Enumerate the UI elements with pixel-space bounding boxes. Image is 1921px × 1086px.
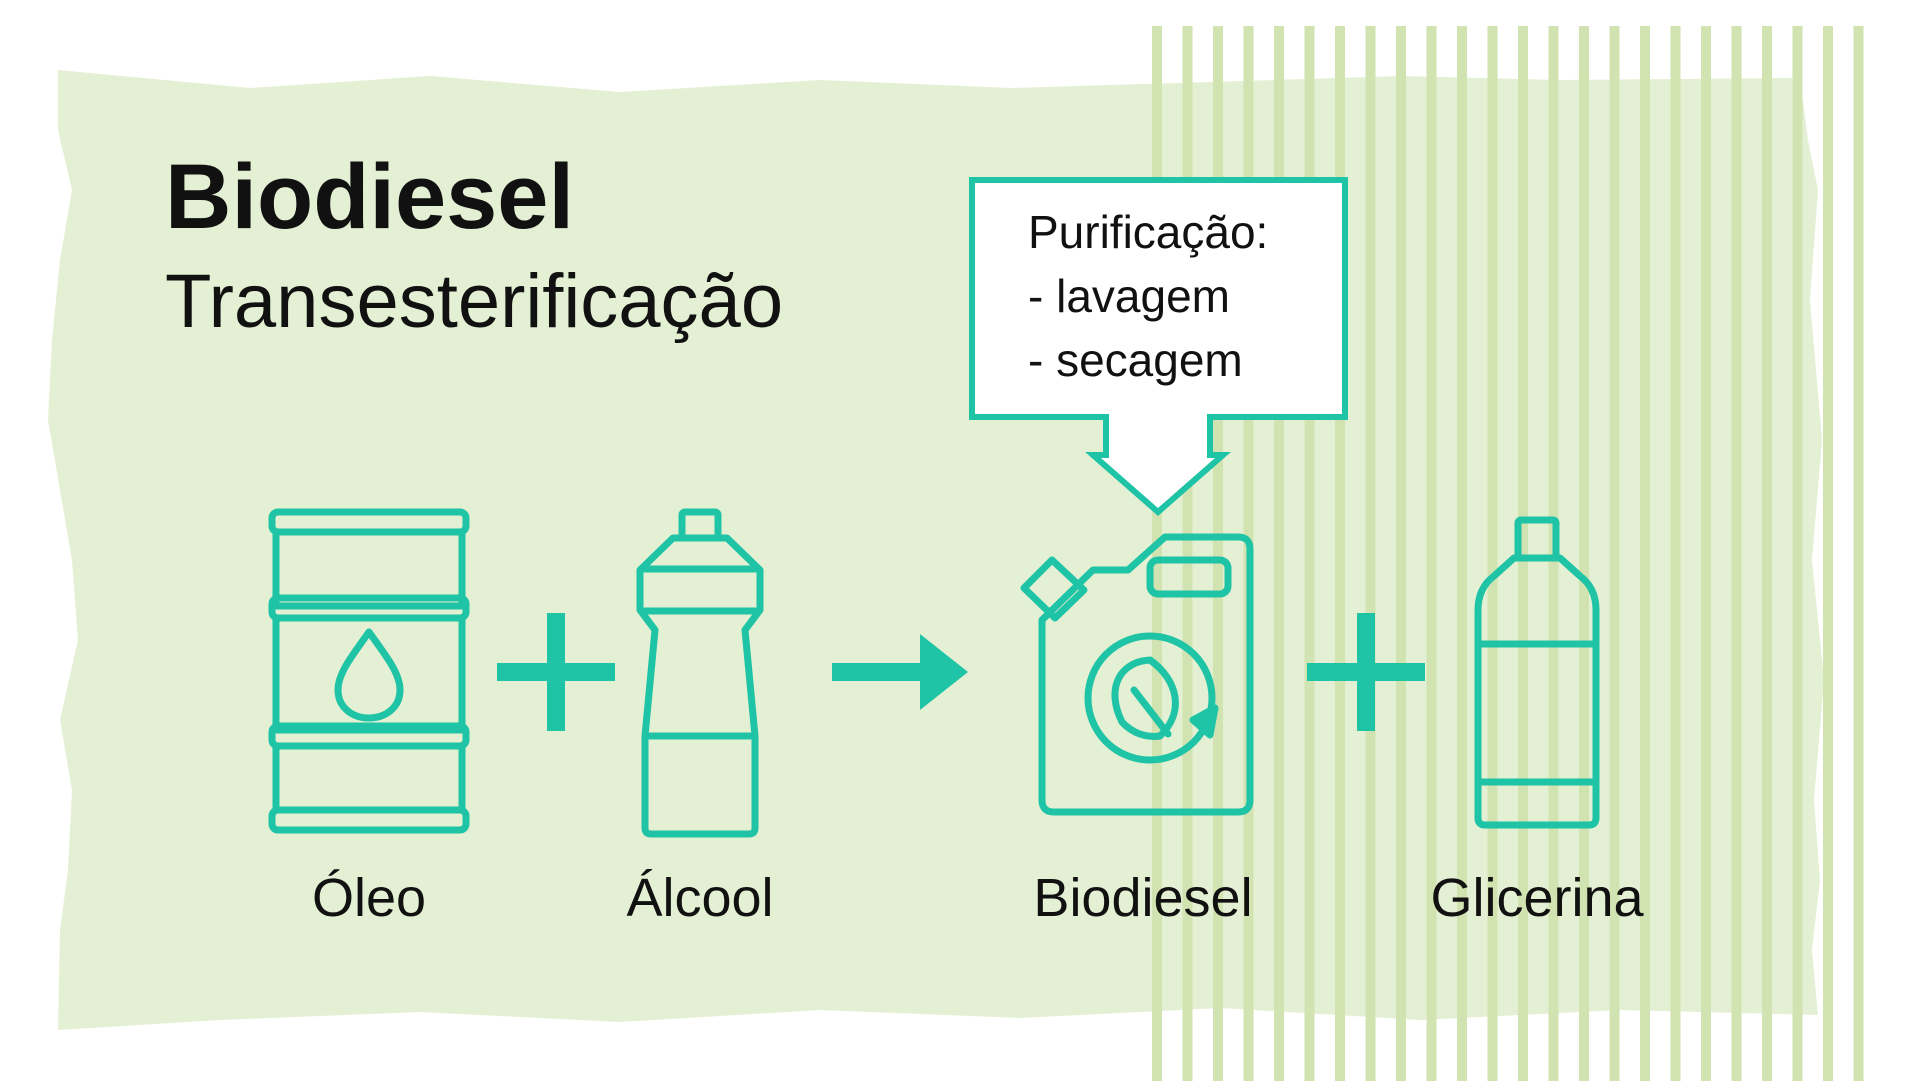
stripe <box>1274 26 1284 1084</box>
label-biodiesel: Biodiesel <box>1033 868 1252 928</box>
diagram-title: Biodiesel <box>165 146 574 248</box>
callout-item-lavagem: - lavagem <box>1028 270 1230 322</box>
diagram-subtitle: Transesterificação <box>165 259 783 344</box>
recycle-circle-icon <box>1084 632 1216 764</box>
stripe <box>1792 26 1803 1084</box>
stripe <box>1701 26 1711 1084</box>
stripe <box>1609 26 1620 1084</box>
callout-box <box>969 177 1348 516</box>
stripe <box>1823 26 1833 1084</box>
callout-item-secagem: - secagem <box>1028 334 1243 386</box>
plus-icon <box>497 613 615 731</box>
stripe <box>1335 26 1345 1084</box>
stripe <box>1304 26 1315 1084</box>
purification-callout: Purificação: - lavagem - secagem <box>969 177 1348 516</box>
stripe <box>1426 26 1437 1084</box>
arrow-right-icon <box>832 634 968 710</box>
stripe <box>1457 26 1467 1084</box>
label-glicerina: Glicerina <box>1430 868 1644 928</box>
oil-drop-icon <box>334 628 404 722</box>
callout-heading: Purificação: <box>1028 206 1268 258</box>
stripe <box>1762 26 1772 1084</box>
background-shape <box>48 70 1824 1030</box>
glycerin-bottle-icon <box>1474 516 1600 829</box>
biodiesel-jerrycan-icon <box>1020 533 1254 816</box>
stripe <box>1579 26 1589 1084</box>
stripe <box>1365 26 1376 1084</box>
stripe <box>1396 26 1406 1084</box>
stripe <box>1640 26 1650 1084</box>
oil-barrel-icon <box>268 508 470 834</box>
stripe <box>1670 26 1681 1084</box>
stripe <box>1853 26 1864 1084</box>
alcohol-bottle-icon <box>636 508 764 838</box>
leaf-icon <box>1111 656 1179 740</box>
stripe <box>1213 26 1223 1084</box>
plus-icon <box>1307 613 1425 731</box>
stripe <box>1182 26 1193 1084</box>
label-alcool: Álcool <box>626 868 773 928</box>
stripe <box>1487 26 1498 1084</box>
stripe <box>1731 26 1742 1084</box>
stripe <box>1152 26 1162 1084</box>
label-oleo: Óleo <box>312 868 426 928</box>
